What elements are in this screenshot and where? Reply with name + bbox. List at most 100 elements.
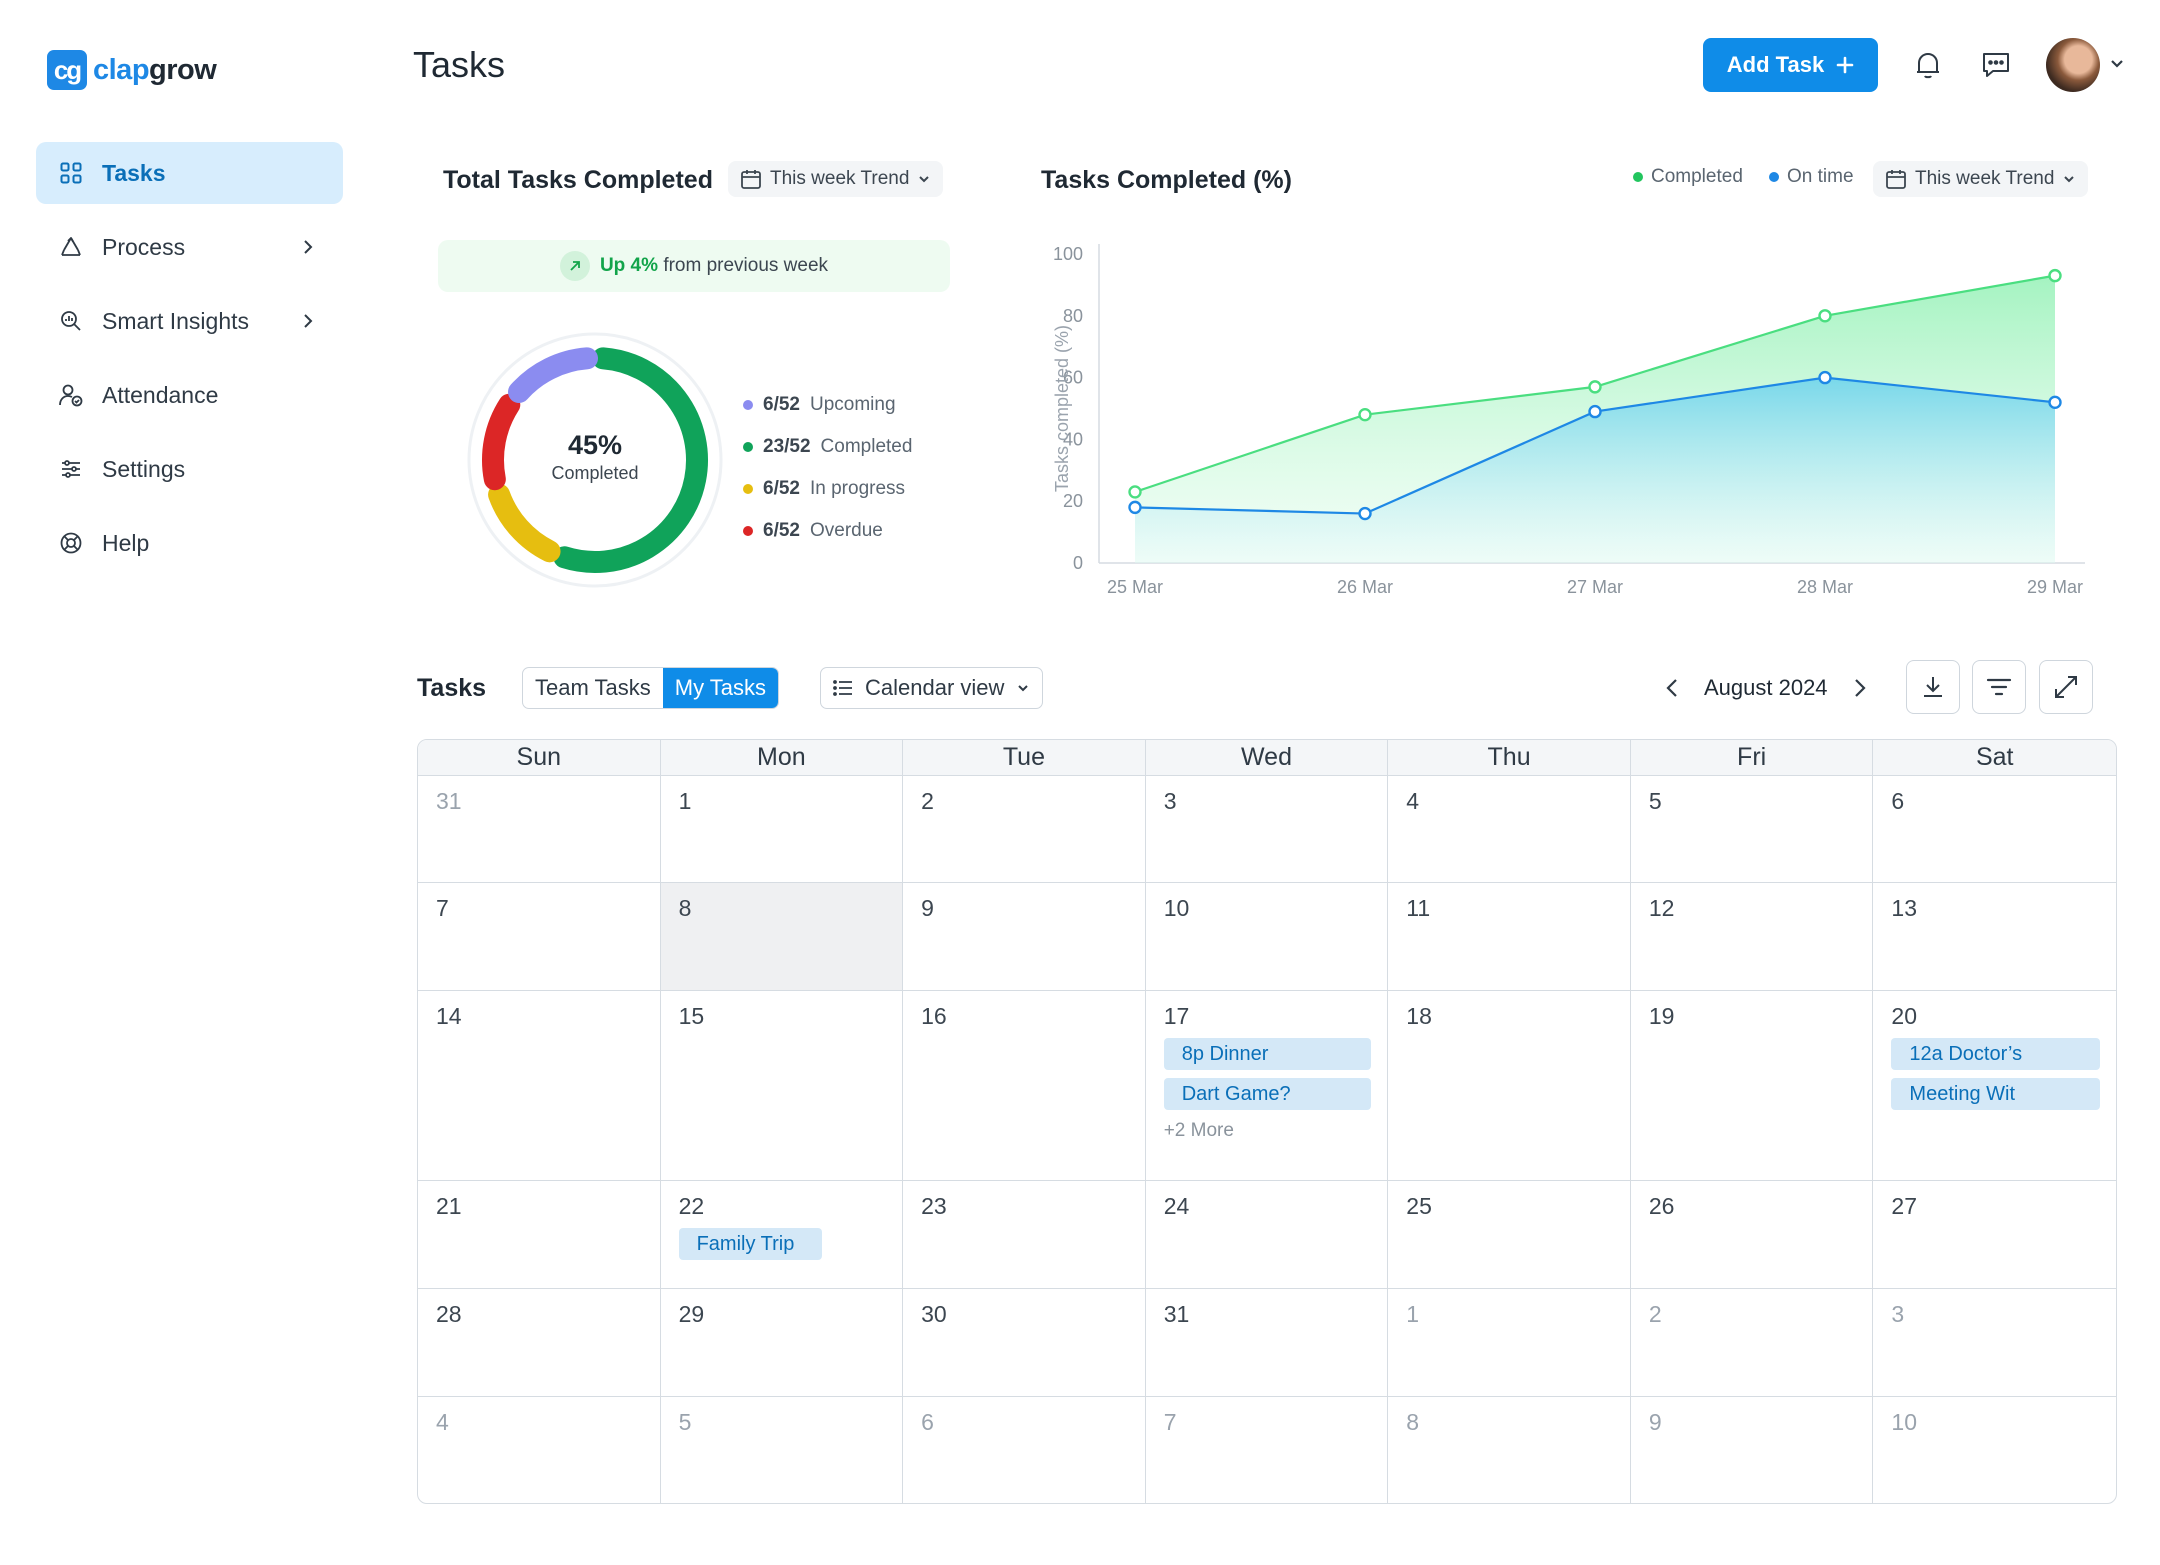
legend-dot <box>743 442 753 452</box>
total-tasks-trend-select[interactable]: This week Trend <box>728 161 944 197</box>
point-completed <box>2048 268 2062 283</box>
calendar-day-cell[interactable]: 6 <box>1873 776 2116 882</box>
legend-label: Completed <box>1651 166 1743 187</box>
x-tick-label: 29 Mar <box>2027 577 2083 597</box>
chevron-down-icon[interactable] <box>2108 54 2126 72</box>
brand-logo[interactable]: cg clapgrow <box>47 50 217 90</box>
calendar-day-cell[interactable]: 28 <box>418 1289 661 1396</box>
calendar-day-cell[interactable]: 16 <box>903 991 1146 1180</box>
sidebar-item-help[interactable]: Help <box>36 512 343 574</box>
bell-icon[interactable] <box>1911 48 1945 82</box>
chevron-left-icon[interactable] <box>1662 675 1682 701</box>
legend-completed: Completed <box>1633 166 1743 188</box>
calendar-day-cell[interactable]: 13 <box>1873 883 2116 990</box>
calendar-day-cell[interactable]: 10 <box>1146 883 1389 990</box>
view-select[interactable]: Calendar view <box>820 667 1043 709</box>
calendar-day-cell[interactable]: 15 <box>661 991 904 1180</box>
calendar-day-cell[interactable]: 10 <box>1873 1397 2116 1503</box>
day-number: 6 <box>921 1409 934 1435</box>
day-number: 6 <box>1891 788 1905 814</box>
calendar-day-cell[interactable]: 3 <box>1146 776 1389 882</box>
calendar-day-cell[interactable]: 31 <box>1146 1289 1389 1396</box>
donut-center: 45% Completed <box>467 430 723 484</box>
calendar-day-cell[interactable]: 24 <box>1146 1181 1389 1288</box>
legend-count: 6/52 <box>763 520 800 541</box>
tab-team-tasks[interactable]: Team Tasks <box>535 675 651 700</box>
calendar-day-cell[interactable]: 26 <box>1631 1181 1874 1288</box>
calendar-event[interactable]: Dart Game? <box>1163 1078 1372 1110</box>
user-avatar[interactable] <box>2046 38 2100 92</box>
calendar-day-cell-today[interactable]: 8 <box>660 883 904 990</box>
month-calendar: Sun Mon Tue Wed Thu Fri Sat 31 1 2 3 4 5 6 7 8 9 10 11 12 1… <box>417 739 2117 1504</box>
calendar-week-row: 21 22 Family Trip 23 24 25 26 27 <box>418 1181 2116 1289</box>
sidebar-item-process[interactable]: Process <box>36 216 343 278</box>
calendar-day-cell[interactable]: 14 <box>418 991 661 1180</box>
calendar-day-cell[interactable]: 21 <box>418 1181 661 1288</box>
calendar-day-cell[interactable]: 1 <box>1388 1289 1631 1396</box>
sidebar-item-smart-insights[interactable]: Smart Insights <box>36 290 343 352</box>
calendar-day-cell[interactable]: 19 <box>1631 991 1874 1180</box>
chevron-right-icon[interactable] <box>1850 675 1870 701</box>
calendar-day-cell[interactable]: 6 <box>903 1397 1146 1503</box>
day-number: 14 <box>436 1003 462 1029</box>
expand-button[interactable] <box>2039 660 2093 714</box>
calendar-day-cell[interactable]: 11 <box>1388 883 1631 990</box>
attendance-icon <box>58 382 84 408</box>
calendar-event[interactable]: Meeting Wit <box>1891 1078 2100 1110</box>
calendar-day-cell[interactable]: 5 <box>661 1397 904 1503</box>
legend-count: 23/52 <box>763 436 811 457</box>
calendar-day-cell[interactable]: 9 <box>1631 1397 1874 1503</box>
calendar-day-cell[interactable]: 30 <box>903 1289 1146 1396</box>
download-button[interactable] <box>1906 660 1960 714</box>
chevron-down-icon <box>2064 176 2075 183</box>
calendar-day-cell[interactable]: 18 <box>1388 991 1631 1180</box>
add-task-button[interactable]: Add Task <box>1703 38 1878 92</box>
tab-my-tasks[interactable]: My Tasks <box>662 668 779 708</box>
weekday-header: Mon <box>661 740 904 775</box>
more-events-link[interactable]: +2 More <box>1163 1120 1234 1141</box>
calendar-day-cell[interactable]: 1 <box>661 776 904 882</box>
day-number: 9 <box>921 895 934 921</box>
logo-wordmark: clapgrow <box>93 53 217 86</box>
calendar-day-cell[interactable]: 2 <box>903 776 1146 882</box>
grid-icon <box>58 160 84 186</box>
calendar-day-cell[interactable]: 27 <box>1873 1181 2116 1288</box>
day-number: 5 <box>678 1409 692 1435</box>
calendar-day-cell[interactable]: 4 <box>418 1397 661 1503</box>
calendar-day-cell[interactable]: 29 <box>661 1289 904 1396</box>
calendar-event[interactable]: 12a Doctor’s <box>1891 1038 2100 1070</box>
legend-count: 6/52 <box>763 394 800 415</box>
sidebar-item-settings[interactable]: Settings <box>36 438 343 500</box>
filter-button[interactable] <box>1972 660 2026 714</box>
calendar-week-row: 28 29 30 31 1 2 3 <box>418 1289 2116 1397</box>
sidebar-item-tasks[interactable]: Tasks <box>36 142 343 204</box>
calendar-day-cell[interactable]: 3 <box>1873 1289 2116 1396</box>
calendar-day-cell[interactable]: 8 <box>1388 1397 1631 1503</box>
day-number: 24 <box>1163 1193 1190 1219</box>
sidebar-item-attendance[interactable]: Attendance <box>36 364 343 426</box>
calendar-day-cell[interactable]: 31 <box>418 776 661 882</box>
calendar-event[interactable]: Family Trip <box>678 1228 822 1260</box>
legend-label: Upcoming <box>809 394 896 415</box>
day-number: 18 <box>1406 1003 1432 1029</box>
weekday-header: Tue <box>903 740 1146 775</box>
calendar-day-cell[interactable]: 9 <box>903 883 1146 990</box>
calendar-day-cell[interactable]: 22 Family Trip <box>661 1181 904 1288</box>
calendar-day-cell[interactable]: 23 <box>903 1181 1146 1288</box>
view-select-label: Calendar view <box>865 675 1005 700</box>
calendar-day-cell[interactable]: 2 <box>1631 1289 1874 1396</box>
calendar-event[interactable]: 8p Dinner <box>1163 1038 1372 1070</box>
day-number: 2 <box>1648 1301 1662 1327</box>
calendar-day-cell[interactable]: 4 <box>1388 776 1631 882</box>
calendar-day-cell[interactable]: 20 12a Doctor’s Meeting Wit <box>1873 991 2116 1180</box>
day-number: 25 <box>1406 1193 1432 1219</box>
calendar-day-cell[interactable]: 7 <box>418 883 661 990</box>
calendar-day-cell[interactable]: 5 <box>1631 776 1874 882</box>
calendar-day-cell[interactable]: 7 <box>1146 1397 1389 1503</box>
calendar-day-cell[interactable]: 25 <box>1388 1181 1631 1288</box>
calendar-day-cell[interactable]: 12 <box>1631 883 1874 990</box>
page-title: Tasks <box>413 44 506 85</box>
completed-pct-trend-select[interactable]: This week Trend <box>1873 161 2089 197</box>
calendar-day-cell[interactable]: 17 8p Dinner Dart Game? +2 More <box>1146 991 1389 1180</box>
chat-icon[interactable] <box>1979 48 2013 82</box>
